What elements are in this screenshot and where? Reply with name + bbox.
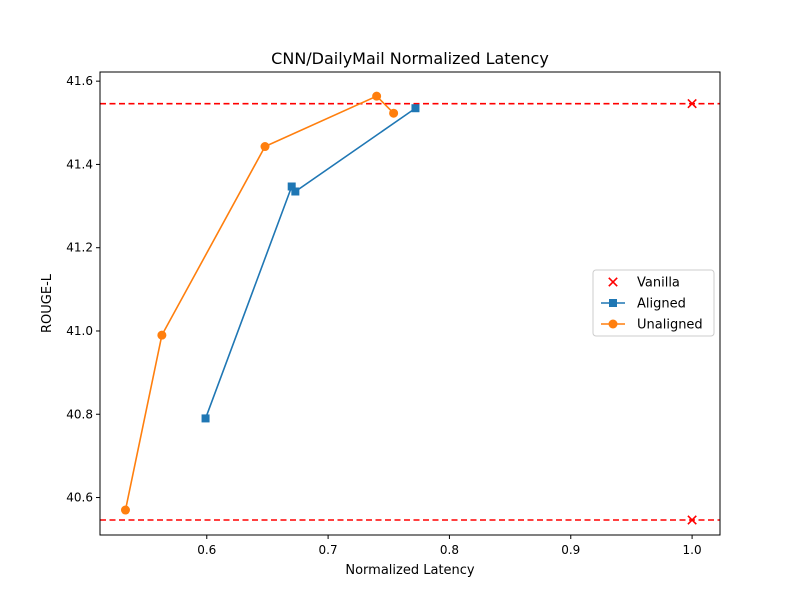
legend-item-aligned: Aligned [601, 297, 686, 312]
legend-item-unaligned: Unaligned [601, 318, 703, 333]
marker-stroke [687, 515, 697, 525]
legend-marker-unaligned [608, 319, 618, 329]
x-tick-label: 0.6 [197, 543, 216, 557]
x-tick-label: 1.0 [683, 543, 702, 557]
x-tick-label: 0.8 [440, 543, 459, 557]
y-tick-label: 40.8 [66, 407, 93, 421]
legend-item-vanilla: Vanilla [608, 276, 680, 291]
legend-marker-vanilla [608, 277, 618, 287]
y-tick-label: 41.4 [66, 157, 93, 171]
marker-stroke [608, 277, 618, 287]
unaligned-data-point [120, 505, 130, 515]
legend-label-unaligned: Unaligned [637, 318, 703, 333]
y-tick-label: 40.6 [66, 491, 93, 505]
y-tick-label: 41.0 [66, 324, 93, 338]
unaligned-series-line [124, 95, 395, 511]
aligned-data-point [201, 414, 210, 423]
marker-stroke [687, 98, 697, 109]
vanilla-data-point [687, 98, 697, 109]
x-tick-label: 0.7 [319, 543, 338, 557]
x-tick-label: 0.9 [561, 543, 580, 557]
legend-label-vanilla: Vanilla [637, 276, 680, 291]
unaligned-data-point [389, 108, 399, 118]
legend-marker-aligned [609, 299, 617, 307]
unaligned-data-point [260, 142, 270, 152]
plot-frame [99, 71, 721, 536]
legend: Vanilla Aligned Unaligned [592, 269, 715, 337]
axes: 0.6 0.7 0.8 0.9 1.0 40.6 40.8 41.0 41.2 41.4 41.6 [66, 74, 701, 557]
aligned-series-line [204, 107, 416, 419]
legend-label-aligned: Aligned [637, 297, 686, 312]
aligned-data-point [291, 187, 300, 196]
x-axis-label: Normalized Latency [345, 563, 475, 578]
y-axis-label: ROUGE-L [40, 273, 55, 333]
unaligned-data-point [157, 330, 167, 340]
unaligned-data-point [372, 91, 382, 101]
plot-area [100, 91, 720, 525]
aligned-data-point [287, 182, 296, 191]
legend-box [592, 269, 715, 337]
y-tick-label: 41.2 [66, 241, 93, 255]
aligned-data-point [411, 104, 420, 113]
vanilla-data-point [687, 515, 697, 525]
y-tick-label: 41.6 [66, 74, 93, 88]
chart-title: CNN/DailyMail Normalized Latency [271, 49, 549, 68]
